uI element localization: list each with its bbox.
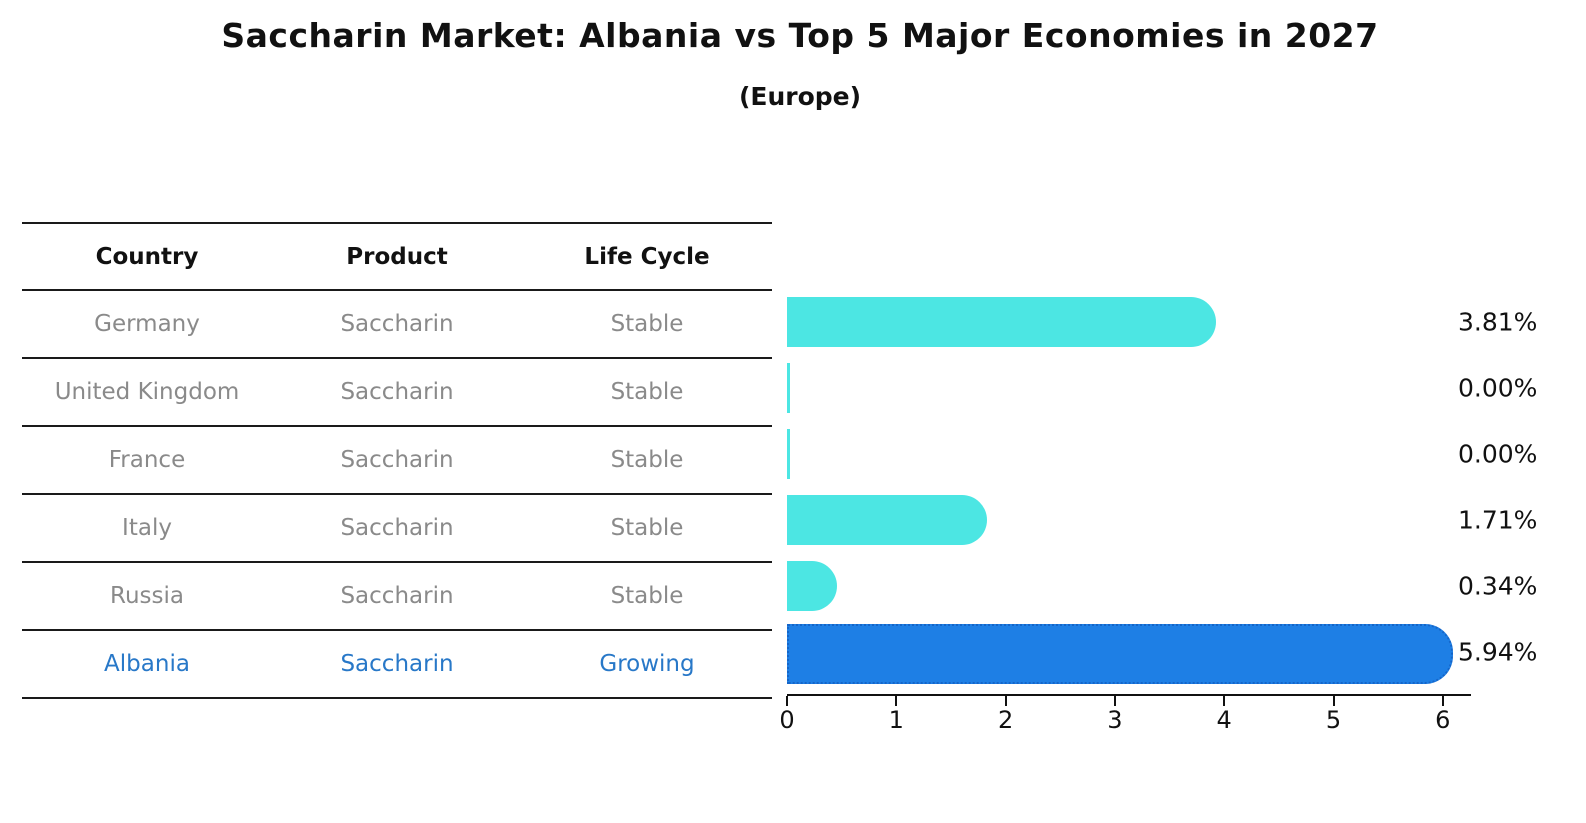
table-cell-country: Albania [104, 651, 190, 677]
x-tick-label: 4 [1216, 706, 1232, 734]
x-tick-label: 3 [1107, 706, 1123, 734]
bar-value-label: 3.81% [1458, 307, 1538, 337]
table-cell-country: France [108, 447, 186, 473]
table-body: Germany Saccharin Stable United Kingdom Sacc… [22, 291, 772, 699]
table-row: Germany Saccharin Stable [22, 291, 772, 359]
column-header-product: Product [346, 243, 448, 270]
bar-value-label: 0.00% [1458, 439, 1538, 469]
table-cell-product: Saccharin [340, 515, 454, 541]
table-cell-product: Saccharin [340, 379, 454, 405]
bar-value-label: 0.00% [1458, 373, 1538, 403]
country-table: Country Product Life Cycle Germany Saccha… [22, 222, 772, 699]
table-cell-country: Russia [110, 583, 184, 609]
table-row: Italy Saccharin Stable [22, 495, 772, 563]
table-cell-country: Italy [122, 515, 172, 541]
table-row: Russia Saccharin Stable [22, 563, 772, 631]
x-tick-label: 0 [779, 706, 795, 734]
table-cell-lifecycle: Stable [610, 515, 684, 541]
table-cell-lifecycle: Stable [610, 447, 684, 473]
table-row: Albania Saccharin Growing [22, 631, 772, 699]
x-tick-mark [1223, 696, 1226, 706]
table-row: United Kingdom Saccharin Stable [22, 359, 772, 427]
x-tick-mark [786, 696, 788, 706]
x-tick-label: 2 [997, 706, 1014, 734]
x-tick-label: 5 [1325, 706, 1342, 734]
table-header-row: Country Product Life Cycle [22, 222, 772, 291]
table-cell-product: Saccharin [340, 311, 454, 337]
bar-france [787, 429, 790, 479]
table-cell-lifecycle: Stable [610, 583, 684, 609]
bar-russia [787, 561, 838, 611]
bar-germany [787, 297, 1217, 347]
table-cell-country: United Kingdom [54, 379, 240, 405]
column-header-lifecycle: Life Cycle [584, 243, 710, 270]
bar-italy [787, 495, 987, 545]
bar-value-label: 1.71% [1458, 505, 1538, 535]
x-tick-mark [1441, 696, 1444, 706]
x-tick-mark [1113, 696, 1116, 706]
table-row: France Saccharin Stable [22, 427, 772, 495]
bar-value-label: 5.94% [1458, 637, 1538, 667]
table-cell-product: Saccharin [340, 583, 454, 609]
x-tick-mark [1004, 696, 1007, 706]
bar-value-label: 0.34% [1458, 571, 1538, 601]
x-tick-label: 1 [888, 706, 904, 734]
table-cell-lifecycle: Stable [610, 311, 684, 337]
table-cell-country: Germany [94, 311, 200, 337]
column-header-country: Country [95, 243, 199, 270]
chart-title: Saccharin Market: Albania vs Top 5 Major… [221, 16, 1379, 55]
x-tick-mark [895, 696, 898, 706]
chart-subtitle: (Europe) [738, 82, 862, 111]
bar-albania [787, 624, 1454, 684]
table-cell-product: Saccharin [340, 651, 454, 677]
table-cell-product: Saccharin [340, 447, 454, 473]
table-cell-lifecycle: Growing [599, 651, 695, 677]
x-axis-line [787, 694, 1471, 696]
x-tick-label: 6 [1435, 706, 1451, 734]
table-cell-lifecycle: Stable [610, 379, 684, 405]
x-tick-mark [1332, 696, 1335, 706]
bar-united-kingdom [787, 363, 790, 413]
